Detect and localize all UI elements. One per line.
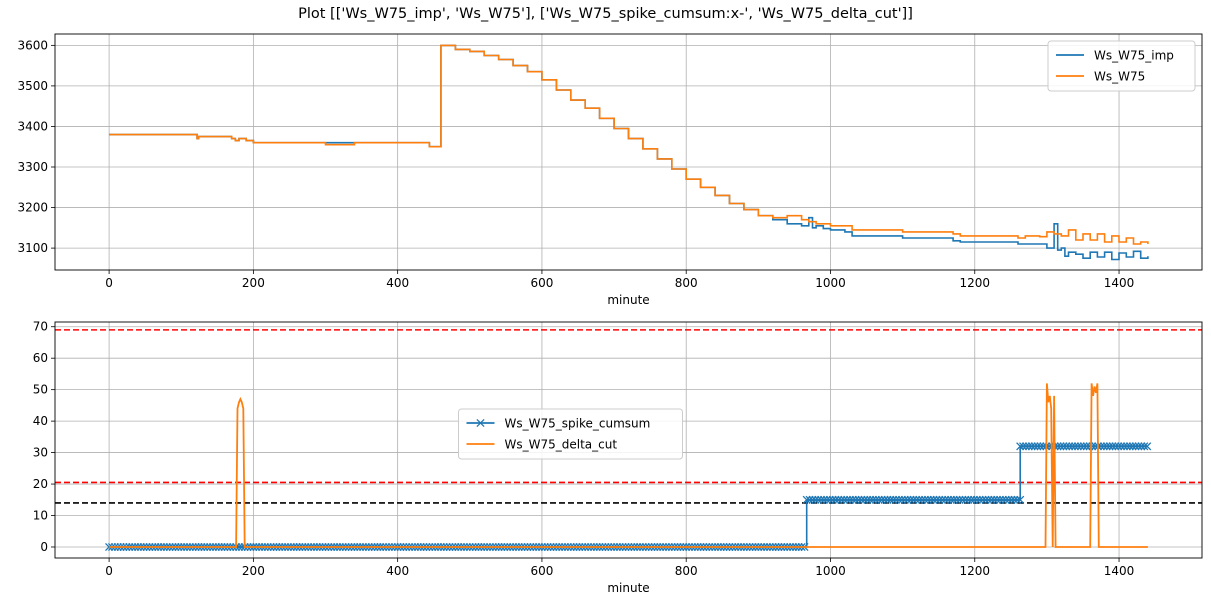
legend: Ws_W75_imp Ws_W75 [1047, 40, 1196, 92]
y-tick-label: 3300 [17, 160, 48, 174]
x-tick-label: 400 [386, 276, 409, 290]
x-tick-label: 800 [675, 276, 698, 290]
chart-top: 0 200 400 600 800 1000 1200 1400 3100 3200 3300 340… [17, 33, 1203, 307]
x-tick-label: 200 [242, 564, 265, 578]
x-tick-label: 0 [105, 564, 113, 578]
plot-frame [54, 33, 1203, 271]
x-tick-label: 1200 [959, 276, 990, 290]
y-tick-label: 50 [33, 383, 48, 397]
x-tick-label: 1200 [959, 564, 990, 578]
y-tick-label: 3100 [17, 241, 48, 255]
y-tick-label: 40 [33, 414, 48, 428]
series-line [109, 44, 1149, 261]
x-tick-label: 1400 [1104, 564, 1135, 578]
y-tick-label: 10 [33, 509, 48, 523]
plot-frame [54, 321, 1203, 559]
legend: Ws_W75_spike_cumsum Ws_W75_delta_cut [458, 408, 683, 460]
x-tick-label: 600 [530, 564, 553, 578]
y-tick-label: 70 [33, 320, 48, 334]
x-axis-label: minute [607, 293, 649, 307]
x-tick-label: 600 [530, 276, 553, 290]
x-tick-label: 1000 [815, 276, 846, 290]
x-tick-label: 1400 [1104, 276, 1135, 290]
x-tick-label: 1000 [815, 564, 846, 578]
legend-frame [458, 408, 683, 460]
legend-label: Ws_W75_delta_cut [505, 438, 618, 452]
y-tick-label: 60 [33, 351, 48, 365]
figure-title: Plot [['Ws_W75_imp', 'Ws_W75'], ['Ws_W75… [298, 6, 913, 22]
y-tick-label: 3500 [17, 79, 48, 93]
y-tick-label: 30 [33, 446, 48, 460]
legend-marker [476, 418, 485, 428]
x-axis-label: minute [607, 581, 649, 595]
x-tick-label: 200 [242, 276, 265, 290]
x-tick-label: 400 [386, 564, 409, 578]
x-tick-label: 800 [675, 564, 698, 578]
y-tick-label: 3600 [17, 38, 48, 52]
y-tick-label: 3200 [17, 201, 48, 215]
legend-frame [1047, 40, 1196, 92]
y-tick-label: 3400 [17, 119, 48, 133]
series-line [109, 383, 1148, 548]
chart-bottom: 0 200 400 600 800 1000 1200 1400 0 10 20 30 40 50 60 70… [33, 320, 1203, 595]
legend-label: Ws_W75_spike_cumsum [505, 417, 651, 431]
y-tick-label: 20 [33, 477, 48, 491]
legend-label: Ws_W75 [1094, 70, 1145, 84]
series-line [109, 44, 1149, 245]
x-tick-label: 0 [105, 276, 113, 290]
legend-label: Ws_W75_imp [1094, 49, 1174, 63]
y-tick-label: 0 [40, 540, 48, 554]
